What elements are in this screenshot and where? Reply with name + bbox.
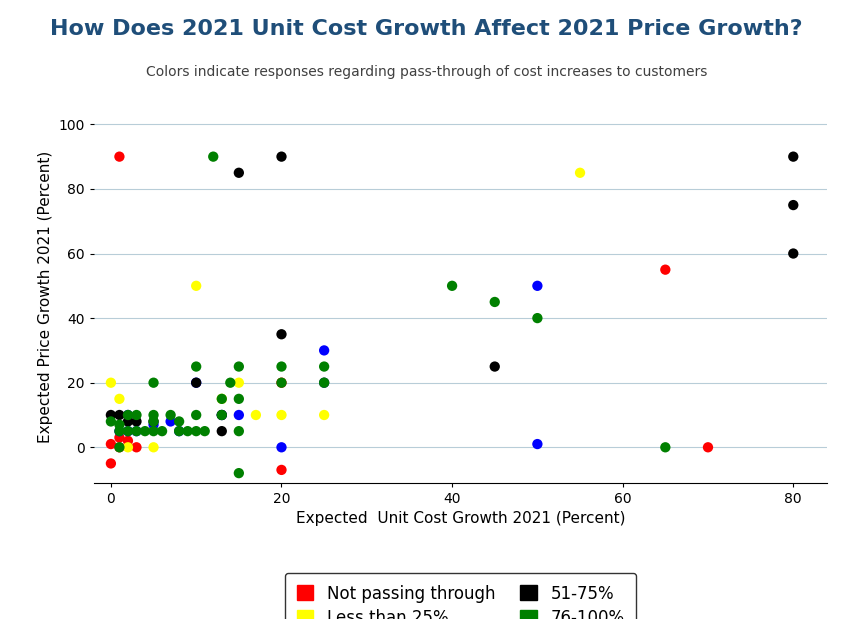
Point bbox=[121, 443, 135, 452]
Point bbox=[658, 265, 671, 275]
Point bbox=[487, 297, 501, 307]
Text: Colors indicate responses regarding pass-through of cost increases to customers: Colors indicate responses regarding pass… bbox=[146, 65, 706, 79]
Point bbox=[172, 417, 186, 426]
Point bbox=[112, 443, 126, 452]
Point bbox=[317, 378, 331, 387]
Point bbox=[121, 426, 135, 436]
Point bbox=[121, 410, 135, 420]
Point bbox=[121, 426, 135, 436]
Point bbox=[104, 378, 118, 387]
Point bbox=[487, 361, 501, 371]
Point bbox=[130, 426, 143, 436]
Point bbox=[147, 417, 160, 426]
Point bbox=[164, 410, 177, 420]
Point bbox=[121, 436, 135, 446]
Point bbox=[232, 168, 245, 178]
Point bbox=[215, 410, 228, 420]
Point bbox=[121, 417, 135, 426]
Point bbox=[104, 417, 118, 426]
Point bbox=[147, 378, 160, 387]
Point bbox=[112, 152, 126, 162]
Point bbox=[317, 345, 331, 355]
Point bbox=[786, 152, 799, 162]
Point bbox=[189, 361, 203, 371]
Point bbox=[147, 410, 160, 420]
Point bbox=[130, 443, 143, 452]
Point bbox=[317, 378, 331, 387]
Point bbox=[189, 378, 203, 387]
Point bbox=[249, 410, 262, 420]
Point bbox=[130, 410, 143, 420]
Point bbox=[206, 152, 220, 162]
Point bbox=[147, 426, 160, 436]
Point bbox=[189, 410, 203, 420]
Point bbox=[112, 426, 126, 436]
Point bbox=[274, 465, 288, 475]
Point bbox=[317, 378, 331, 387]
Point bbox=[445, 281, 458, 291]
Point bbox=[232, 394, 245, 404]
Point bbox=[317, 361, 331, 371]
Point bbox=[215, 394, 228, 404]
Point bbox=[112, 394, 126, 404]
Point bbox=[530, 439, 544, 449]
Point bbox=[317, 410, 331, 420]
Point bbox=[274, 443, 288, 452]
Point bbox=[215, 410, 228, 420]
Point bbox=[147, 417, 160, 426]
Point bbox=[104, 439, 118, 449]
Point bbox=[274, 361, 288, 371]
Point bbox=[112, 426, 126, 436]
Point bbox=[104, 459, 118, 469]
Point bbox=[232, 410, 245, 420]
Point bbox=[147, 420, 160, 430]
Point bbox=[155, 426, 169, 436]
Point bbox=[274, 378, 288, 387]
Point bbox=[172, 426, 186, 436]
Point bbox=[658, 443, 671, 452]
Point bbox=[232, 378, 245, 387]
Point bbox=[786, 200, 799, 210]
Point bbox=[274, 152, 288, 162]
Y-axis label: Expected Price Growth 2021 (Percent): Expected Price Growth 2021 (Percent) bbox=[37, 151, 53, 443]
Point bbox=[112, 443, 126, 452]
Point bbox=[112, 420, 126, 430]
Point bbox=[164, 417, 177, 426]
Point bbox=[786, 249, 799, 259]
Text: How Does 2021 Unit Cost Growth Affect 2021 Price Growth?: How Does 2021 Unit Cost Growth Affect 20… bbox=[50, 19, 802, 38]
Point bbox=[573, 168, 586, 178]
Point bbox=[700, 443, 714, 452]
Point bbox=[130, 426, 143, 436]
Point bbox=[181, 426, 194, 436]
Point bbox=[274, 378, 288, 387]
Point bbox=[232, 468, 245, 478]
Point bbox=[198, 426, 211, 436]
Point bbox=[232, 361, 245, 371]
Legend: Not passing through, Less than 25%, 26-50%, 51-75%, 76-100%: Not passing through, Less than 25%, 26-5… bbox=[285, 573, 636, 619]
Point bbox=[274, 329, 288, 339]
Point bbox=[530, 313, 544, 323]
Point bbox=[274, 410, 288, 420]
Point bbox=[138, 426, 152, 436]
X-axis label: Expected  Unit Cost Growth 2021 (Percent): Expected Unit Cost Growth 2021 (Percent) bbox=[296, 511, 625, 526]
Point bbox=[147, 443, 160, 452]
Point bbox=[130, 417, 143, 426]
Point bbox=[530, 281, 544, 291]
Point bbox=[215, 394, 228, 404]
Point bbox=[223, 378, 237, 387]
Point bbox=[112, 410, 126, 420]
Point bbox=[104, 410, 118, 420]
Point bbox=[215, 426, 228, 436]
Point bbox=[189, 426, 203, 436]
Point bbox=[112, 433, 126, 443]
Point bbox=[172, 426, 186, 436]
Point bbox=[121, 410, 135, 420]
Point bbox=[189, 378, 203, 387]
Point bbox=[215, 410, 228, 420]
Point bbox=[232, 426, 245, 436]
Point bbox=[189, 281, 203, 291]
